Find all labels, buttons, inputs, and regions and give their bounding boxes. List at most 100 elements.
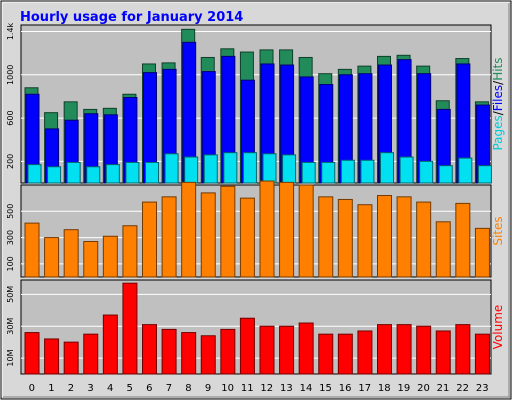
sites-bar-sites xyxy=(181,181,197,278)
sites-bar-sites xyxy=(220,185,236,278)
x-axis-hour-label: 6 xyxy=(146,383,152,394)
pages-files-hits-ytick-label: 600 xyxy=(6,110,15,125)
x-axis-hour-label: 13 xyxy=(280,383,293,394)
pages-files-hits-bar-pages xyxy=(27,164,42,184)
sites-ytick-label: 100 xyxy=(6,256,15,271)
pages-files-hits-bar-pages xyxy=(301,161,316,184)
sites-panel: 100 300 500 Sites xyxy=(6,180,505,278)
x-axis-hour-label: 2 xyxy=(68,383,74,394)
volume-bar-volume xyxy=(259,325,275,375)
pages-files-hits-ylabel: Pages/Files/Hits xyxy=(491,57,505,150)
x-axis-hour-label: 3 xyxy=(87,383,93,394)
sites-bar-sites xyxy=(24,222,40,278)
sites-bar-sites xyxy=(279,181,295,278)
x-axis-hour-label: 22 xyxy=(456,383,469,394)
pages-files-hits-ytick-label: 1000 xyxy=(6,65,15,85)
volume-bar-volume xyxy=(377,324,392,375)
pages-files-hits-bar-pages xyxy=(360,159,375,184)
x-axis-hour-label: 10 xyxy=(221,383,234,394)
volume-bar-volume xyxy=(455,324,471,375)
sites-bar-sites xyxy=(239,197,255,278)
volume-bar-volume xyxy=(298,322,314,375)
pages-files-hits-bar-pages xyxy=(86,166,101,184)
volume-ylabel: Volume xyxy=(491,305,505,350)
volume-bar-volume xyxy=(200,335,216,375)
volume-bar-volume xyxy=(63,341,79,375)
pages-files-hits-panel: 200 600 1000 1.4k Pages/Files/Hits xyxy=(6,22,505,184)
x-axis-hour-label: 16 xyxy=(339,383,352,394)
pages-files-hits-bar-pages xyxy=(105,164,120,184)
pages-files-hits-bar-pages xyxy=(438,165,453,184)
volume-bar-volume xyxy=(474,333,490,375)
pages-files-hits-bar-pages xyxy=(242,152,257,184)
pages-files-hits-bar-pages xyxy=(282,154,297,184)
sites-bar-sites xyxy=(357,204,373,278)
pages-files-hits-bar-pages xyxy=(340,159,355,184)
pages-files-hits-bar-pages xyxy=(458,157,473,184)
x-axis-hour-label: 9 xyxy=(205,383,211,394)
chart-title: Hourly usage for January 2014 xyxy=(20,10,243,25)
pages-files-hits-bar-pages xyxy=(223,152,238,184)
sites-plot-area xyxy=(20,184,492,278)
pages-files-hits-ytick-label: 1.4k xyxy=(6,22,15,40)
volume-bar-volume xyxy=(24,332,40,375)
pages-files-hits-bar-pages xyxy=(380,152,394,184)
sites-bar-sites xyxy=(377,195,392,278)
x-axis-hour-label: 12 xyxy=(260,383,273,394)
volume-ytick-label: 10M xyxy=(6,349,15,366)
x-axis-hour-label: 19 xyxy=(398,383,411,394)
pages-files-hits-bar-pages xyxy=(477,165,492,184)
sites-bar-sites xyxy=(435,221,451,278)
volume-bar-volume xyxy=(122,282,138,375)
sites-bar-sites xyxy=(474,227,490,278)
volume-bar-volume xyxy=(416,325,432,375)
sites-bar-sites xyxy=(396,196,412,278)
volume-bar-volume xyxy=(435,330,451,375)
pages-files-hits-bar-pages xyxy=(321,161,336,184)
volume-bar-volume xyxy=(220,328,236,375)
volume-bar-volume xyxy=(44,338,60,375)
sites-bar-sites xyxy=(259,180,275,278)
volume-bar-volume xyxy=(239,317,255,375)
volume-bar-volume xyxy=(279,325,295,375)
sites-bar-sites xyxy=(455,202,471,278)
volume-panel: 10M 30M 50M Volume xyxy=(6,279,505,375)
x-axis-hour-label: 8 xyxy=(185,383,191,394)
sites-bar-sites xyxy=(161,196,177,278)
pages-files-hits-bar-pages xyxy=(399,156,414,184)
x-axis-hour-label: 18 xyxy=(378,383,391,394)
x-axis-hour-label: 21 xyxy=(437,383,450,394)
x-axis-hour-label: 23 xyxy=(476,383,489,394)
volume-ytick-label: 50M xyxy=(6,286,15,303)
pages-files-hits-bar-pages xyxy=(145,161,159,184)
x-axis-hour-label: 20 xyxy=(417,383,430,394)
x-axis-hour-label: 4 xyxy=(107,383,113,394)
volume-bar-volume xyxy=(83,333,99,375)
pages-files-hits-bar-pages xyxy=(47,166,62,184)
volume-bar-volume xyxy=(181,332,197,375)
pages-files-hits-bar-pages xyxy=(164,153,179,184)
pages-files-hits-bar-pages xyxy=(66,161,81,184)
pages-files-hits-bar-pages xyxy=(125,161,140,184)
sites-bar-sites xyxy=(200,192,216,278)
volume-bar-volume xyxy=(337,333,353,375)
x-axis-hour-label: 17 xyxy=(358,383,371,394)
sites-bar-sites xyxy=(122,225,138,278)
sites-bar-sites xyxy=(63,229,79,278)
x-axis-hour-label: 0 xyxy=(29,383,35,394)
sites-bar-sites xyxy=(44,237,60,278)
pages-files-hits-ytick-label: 200 xyxy=(6,154,15,169)
sites-bar-sites xyxy=(318,196,334,278)
volume-bar-volume xyxy=(102,314,118,375)
sites-bar-sites xyxy=(337,198,353,278)
volume-bar-volume xyxy=(161,328,177,375)
x-axis-hour-label: 15 xyxy=(319,383,332,394)
x-axis-hour-label: 7 xyxy=(166,383,172,394)
volume-bar-volume xyxy=(142,324,157,375)
sites-bar-sites xyxy=(298,184,314,278)
sites-bar-sites xyxy=(142,201,157,278)
volume-bar-volume xyxy=(318,333,334,375)
pages-files-hits-bar-pages xyxy=(262,153,277,184)
